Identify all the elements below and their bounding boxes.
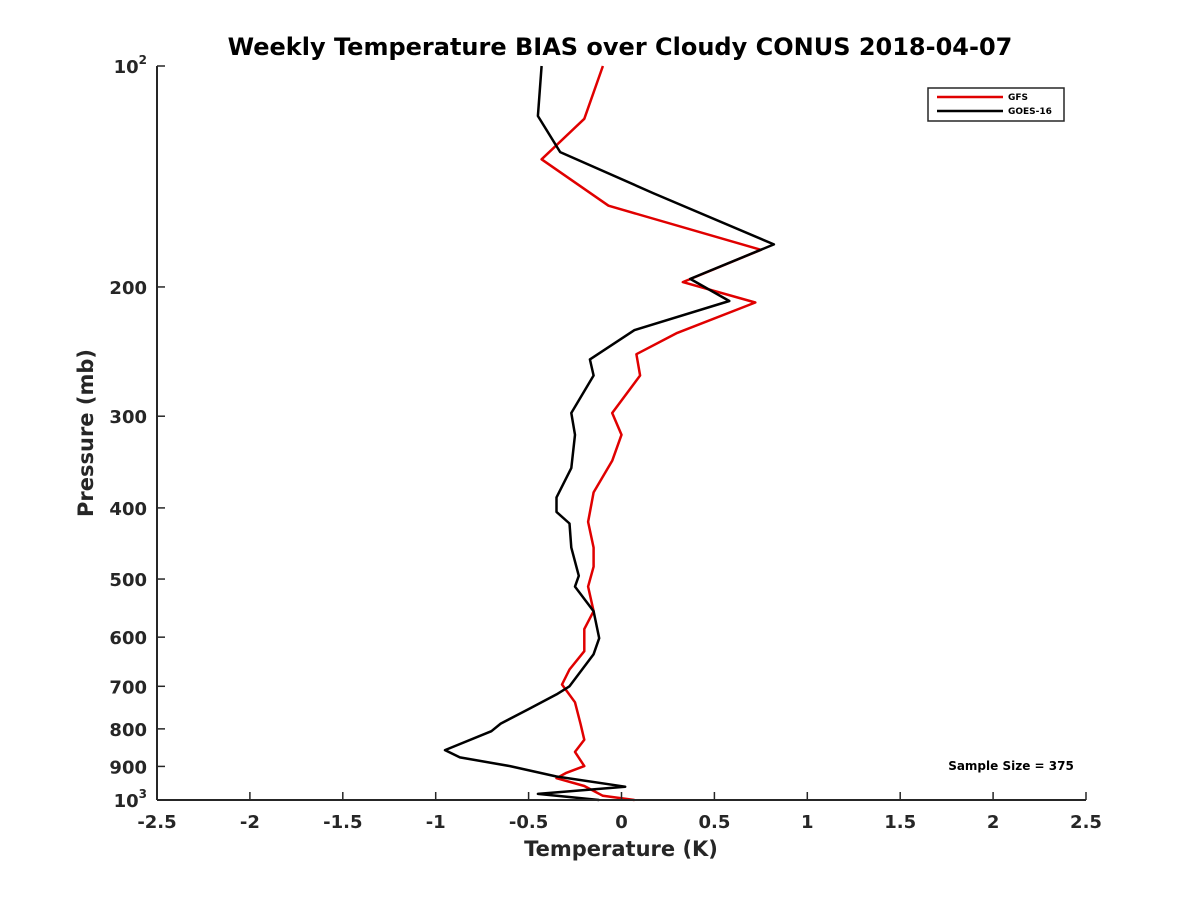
x-tick-label: -1.5 [323,812,362,833]
series-line-goes16 [443,65,776,802]
x-tick-label: -1 [426,812,446,833]
x-tick-label: 2.5 [1070,812,1102,833]
y-tick-label: 500 [109,570,147,591]
x-tick-label: 0 [615,812,628,833]
legend-label-goes16: GOES-16 [1008,107,1052,117]
y-tick-label: 300 [109,407,147,428]
x-ticks: -2.5 -2 -1.5 -1 -0.5 0 0.5 1 1.5 2 2.5 [137,792,1102,833]
y-tick-label: 600 [109,628,147,649]
y-axis-label: Pressure (mb) [74,349,98,517]
legend-label-gfs: GFS [1008,93,1028,103]
y-ticks: 102 200 300 400 500 600 700 800 900 103 [109,53,165,812]
y-tick-label: 102 [114,53,147,78]
chart-title: Weekly Temperature BIAS over Cloudy CONU… [228,33,1013,61]
y-tick-label: 400 [109,499,147,520]
x-tick-label: 2 [987,812,1000,833]
x-tick-label: -2 [240,812,260,833]
x-tick-label: 1.5 [884,812,916,833]
y-tick-label: 103 [114,787,147,812]
series-layer [443,65,776,802]
x-axis-label: Temperature (K) [524,837,718,861]
y-tick-label: 700 [109,677,147,698]
x-tick-label: 0.5 [698,812,730,833]
legend: GFS GOES-16 [927,87,1065,122]
y-tick-label: 900 [109,757,147,778]
y-tick-label: 800 [109,720,147,741]
x-tick-label: 1 [801,812,814,833]
x-tick-label: -0.5 [509,812,548,833]
y-tick-label: 200 [109,278,147,299]
x-tick-label: -2.5 [137,812,176,833]
legend-box [927,87,1065,122]
sample-size-annotation: Sample Size = 375 [948,759,1074,773]
